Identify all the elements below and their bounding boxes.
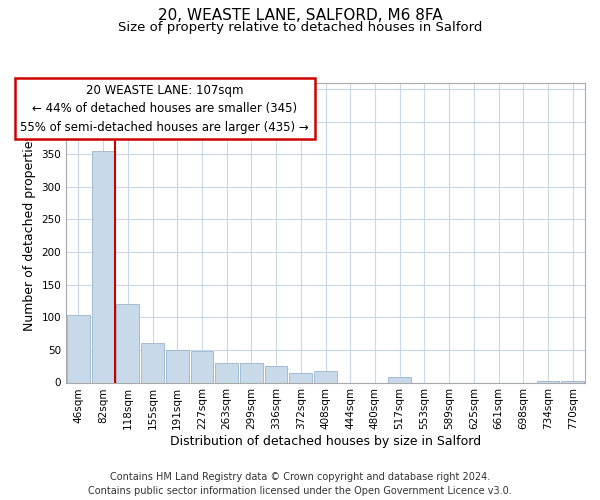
Y-axis label: Number of detached properties: Number of detached properties [23, 134, 36, 331]
Bar [265, 366, 287, 382]
Bar [141, 342, 164, 382]
Bar [561, 381, 584, 382]
Bar [314, 371, 337, 382]
Text: Size of property relative to detached houses in Salford: Size of property relative to detached ho… [118, 21, 482, 34]
X-axis label: Distribution of detached houses by size in Salford: Distribution of detached houses by size … [170, 435, 481, 448]
Bar [116, 304, 139, 382]
Bar [92, 151, 115, 382]
Text: 20, WEASTE LANE, SALFORD, M6 8FA: 20, WEASTE LANE, SALFORD, M6 8FA [158, 8, 442, 22]
Text: 20 WEASTE LANE: 107sqm
← 44% of detached houses are smaller (345)
55% of semi-de: 20 WEASTE LANE: 107sqm ← 44% of detached… [20, 84, 309, 134]
Bar [289, 372, 312, 382]
Bar [536, 381, 559, 382]
Bar [67, 316, 90, 382]
Bar [240, 363, 263, 382]
Text: Contains HM Land Registry data © Crown copyright and database right 2024.
Contai: Contains HM Land Registry data © Crown c… [88, 472, 512, 496]
Bar [191, 350, 213, 382]
Bar [388, 378, 411, 382]
Bar [166, 350, 188, 382]
Bar [215, 363, 238, 382]
